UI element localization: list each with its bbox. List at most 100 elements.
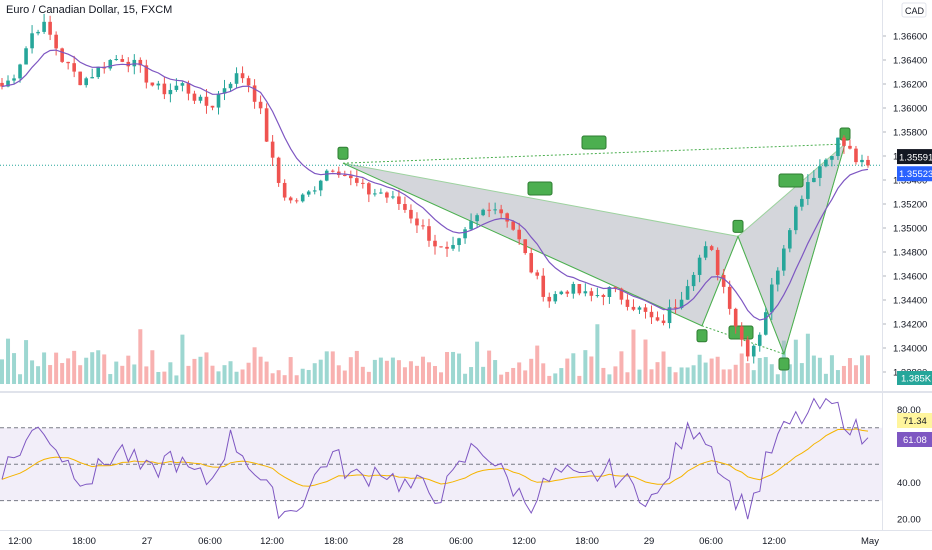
candle-body[interactable] <box>673 307 678 309</box>
candle-body[interactable] <box>66 61 70 64</box>
candle-body[interactable] <box>294 200 299 202</box>
candle-body[interactable] <box>691 274 696 287</box>
candle-body[interactable] <box>806 182 810 199</box>
candle-body[interactable] <box>60 48 64 62</box>
candle-body[interactable] <box>397 196 401 204</box>
candle-body[interactable] <box>523 239 528 254</box>
candle-body[interactable] <box>463 229 467 239</box>
candle-body[interactable] <box>379 192 383 194</box>
candle-body[interactable] <box>258 101 263 109</box>
ratio-label-background[interactable] <box>778 173 804 188</box>
candle-body[interactable] <box>427 226 431 241</box>
candle-body[interactable] <box>150 82 155 86</box>
candle-body[interactable] <box>661 320 666 324</box>
candle-body[interactable] <box>800 198 804 207</box>
candle-body[interactable] <box>745 339 750 357</box>
candle-body[interactable] <box>607 286 612 297</box>
candle-body[interactable] <box>240 73 245 79</box>
candle-body[interactable] <box>739 326 744 340</box>
candle-body[interactable] <box>733 308 738 327</box>
candle-body[interactable] <box>517 229 521 240</box>
candle-body[interactable] <box>451 245 455 249</box>
candle-body[interactable] <box>511 221 515 230</box>
candle-body[interactable] <box>138 59 143 66</box>
candle-body[interactable] <box>168 89 173 95</box>
candle-body[interactable] <box>445 246 449 249</box>
candle-body[interactable] <box>601 295 606 297</box>
rsi-line[interactable] <box>1 397 869 520</box>
candle-body[interactable] <box>78 71 82 86</box>
candle-body[interactable] <box>252 85 257 102</box>
candle-body[interactable] <box>349 175 353 179</box>
candle-body[interactable] <box>571 284 576 294</box>
candle-body[interactable] <box>144 65 149 83</box>
candle-body[interactable] <box>667 307 672 324</box>
price-tag-close[interactable]: 1.35523 <box>897 166 932 182</box>
candle-body[interactable] <box>421 225 425 227</box>
candle-body[interactable] <box>433 240 437 247</box>
candle-body[interactable] <box>679 299 684 308</box>
candle-body[interactable] <box>216 93 221 108</box>
candle-body[interactable] <box>72 63 76 72</box>
rsi-pane[interactable]: 80.00 40.00 20.00 71.34 61.08 <box>0 397 932 526</box>
candle-body[interactable] <box>751 345 756 357</box>
candle-body[interactable] <box>355 178 359 183</box>
candle-body[interactable] <box>288 197 293 201</box>
candle-body[interactable] <box>577 284 582 294</box>
volume-tag[interactable]: 1.385K <box>897 371 932 385</box>
candle-body[interactable] <box>685 286 690 300</box>
candle-body[interactable] <box>769 284 774 313</box>
candle-body[interactable] <box>264 108 269 142</box>
ratio-label-background[interactable] <box>581 135 607 150</box>
pattern-point-x[interactable] <box>337 146 349 160</box>
candle-body[interactable] <box>42 21 46 32</box>
candle-body[interactable] <box>794 206 798 231</box>
candle-body[interactable] <box>481 209 485 216</box>
candle-body[interactable] <box>559 291 564 295</box>
candle-body[interactable] <box>439 246 443 248</box>
candle-body[interactable] <box>306 191 311 195</box>
candle-body[interactable] <box>270 141 275 158</box>
candle-body[interactable] <box>324 170 329 181</box>
candle-body[interactable] <box>403 203 407 210</box>
candle-body[interactable] <box>619 288 624 300</box>
candle-body[interactable] <box>703 246 708 258</box>
candle-body[interactable] <box>36 31 40 34</box>
candle-body[interactable] <box>246 78 251 86</box>
candle-body[interactable] <box>391 196 395 198</box>
rsi-moving-average-line[interactable] <box>1 428 869 487</box>
ratio-label-box[interactable] <box>527 181 553 196</box>
candle-body[interactable] <box>18 64 22 79</box>
currency-badge[interactable] <box>901 2 927 18</box>
candle-body[interactable] <box>156 83 161 86</box>
symbol-title[interactable]: Euro / Canadian Dollar, 15, FXCM <box>6 4 173 16</box>
candle-body[interactable] <box>96 66 101 78</box>
candle-body[interactable] <box>493 209 497 211</box>
candle-body[interactable] <box>499 209 503 214</box>
ratio-label-background[interactable] <box>527 181 553 196</box>
candle-body[interactable] <box>824 159 828 167</box>
candle-body[interactable] <box>643 307 648 312</box>
candle-body[interactable] <box>655 317 660 321</box>
candle-body[interactable] <box>48 21 52 35</box>
candle-body[interactable] <box>180 83 185 86</box>
candle-body[interactable] <box>763 312 768 335</box>
candle-body[interactable] <box>6 80 10 87</box>
candle-body[interactable] <box>860 159 864 163</box>
candle-body[interactable] <box>186 83 191 94</box>
candle-body[interactable] <box>198 96 203 101</box>
candle-body[interactable] <box>90 77 95 79</box>
candle-body[interactable] <box>487 209 491 211</box>
rsi-ma-tag[interactable]: 71.34 <box>897 413 932 428</box>
pane-divider[interactable] <box>0 391 932 393</box>
candle-body[interactable] <box>854 148 858 163</box>
candle-body[interactable] <box>649 311 654 318</box>
candle-body[interactable] <box>234 73 239 84</box>
candle-body[interactable] <box>361 182 365 184</box>
ratio-label-box[interactable] <box>778 173 804 188</box>
candles[interactable] <box>0 13 870 364</box>
candle-body[interactable] <box>848 145 852 149</box>
candle-body[interactable] <box>830 156 834 160</box>
candle-body[interactable] <box>174 85 179 90</box>
ratio-label-box[interactable] <box>581 135 607 150</box>
